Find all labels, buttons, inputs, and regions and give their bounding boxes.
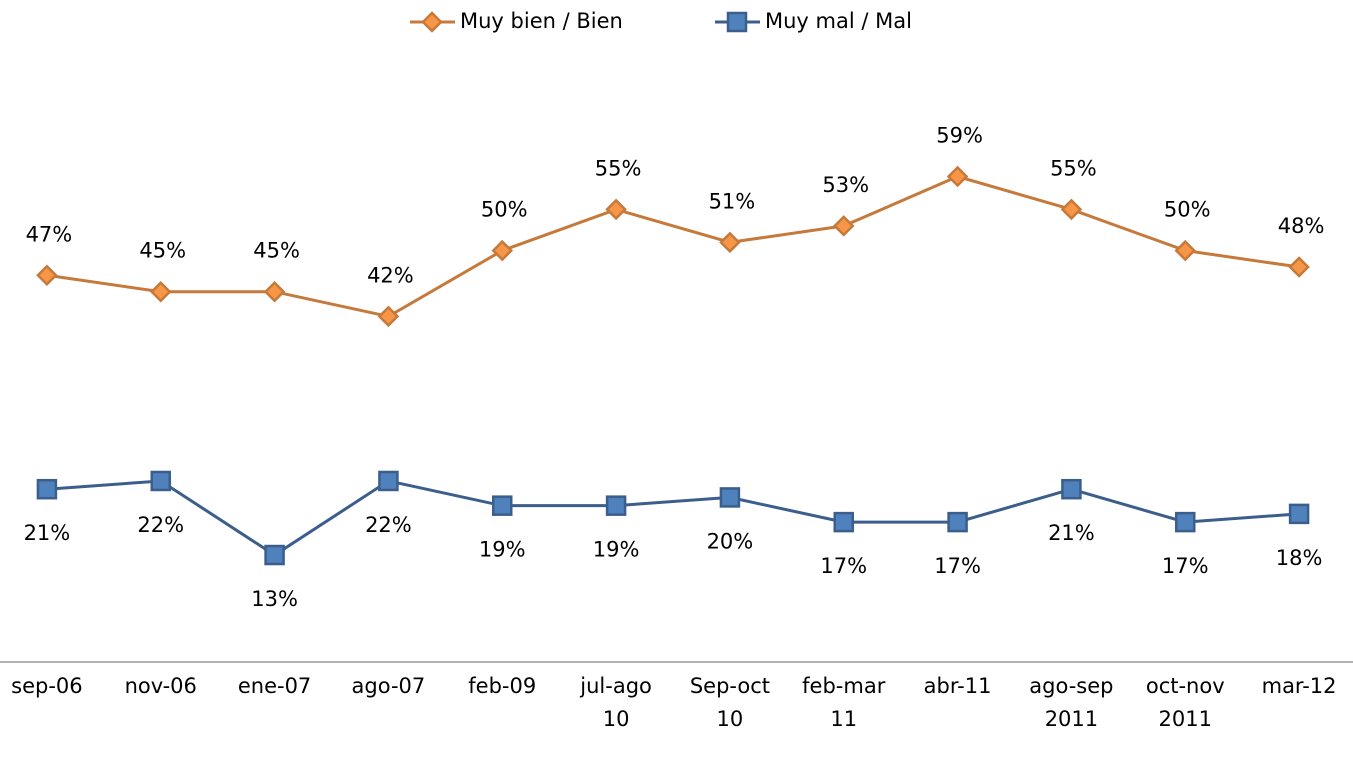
data-point (719, 487, 741, 508)
data-label: 17% (1162, 554, 1209, 578)
data-label: 45% (139, 239, 186, 263)
data-point (377, 305, 400, 328)
data-point (1174, 239, 1197, 262)
data-point (263, 280, 286, 303)
x-tick-label: ene-07 (238, 674, 311, 698)
data-point (605, 495, 627, 516)
x-tick-label: mar-12 (1262, 674, 1337, 698)
data-label: 13% (251, 587, 298, 611)
data-point (605, 198, 627, 221)
data-point (36, 478, 58, 500)
data-point (1288, 256, 1310, 278)
data-point (1288, 503, 1310, 525)
data-point (1175, 511, 1196, 533)
x-tick-label: feb-09 (468, 674, 536, 698)
data-point (264, 544, 285, 566)
data-label: 45% (253, 239, 300, 263)
data-label: 51% (709, 189, 756, 213)
x-tick-label: oct-nov 2011 (1146, 674, 1225, 731)
data-label: 50% (481, 198, 528, 222)
legend-marker (726, 11, 748, 33)
data-point (832, 215, 855, 237)
data-label: 17% (934, 554, 981, 578)
x-tick-label: abr-11 (924, 674, 992, 698)
x-tick-label: feb-mar 11 (802, 674, 886, 731)
data-label: 18% (1276, 546, 1323, 570)
data-label: 17% (820, 554, 867, 578)
data-label: 55% (1050, 156, 1097, 180)
data-label: 42% (367, 263, 414, 287)
x-tick-label: nov-06 (125, 674, 197, 698)
data-label: 48% (1278, 214, 1325, 238)
data-label: 19% (593, 538, 640, 562)
data-label: 59% (936, 124, 983, 148)
data-point (947, 511, 968, 533)
x-tick-label: Sep-oct 10 (690, 674, 770, 731)
data-label: 19% (479, 538, 526, 562)
data-point (150, 470, 171, 492)
data-label: 21% (1048, 521, 1095, 545)
data-point (1061, 478, 1082, 500)
x-tick-label: sep-06 (11, 674, 83, 698)
data-label: 22% (137, 513, 184, 537)
x-tick-label: ago-07 (352, 674, 426, 698)
data-point (149, 280, 172, 303)
x-tick-label: ago-sep 2011 (1029, 674, 1113, 731)
data-point (491, 239, 514, 262)
legend-label: Muy bien / Bien (460, 9, 623, 33)
data-label: 55% (595, 156, 642, 180)
data-label: 21% (24, 521, 71, 545)
data-label: 50% (1164, 198, 1211, 222)
data-label: 53% (822, 173, 869, 197)
data-label: 20% (707, 529, 754, 553)
series-line (46, 174, 1300, 318)
series-line (46, 479, 1300, 557)
data-point (946, 165, 969, 188)
data-point (492, 495, 513, 516)
x-tick-label: jul-ago 10 (579, 674, 652, 731)
data-label: 22% (365, 513, 412, 537)
data-point (378, 470, 399, 492)
legend-label: Muy mal / Mal (765, 9, 912, 33)
legend-marker (421, 11, 443, 33)
data-point (36, 264, 58, 287)
data-point (719, 231, 741, 254)
data-label: 47% (26, 222, 73, 246)
data-point (1060, 198, 1083, 221)
data-point (833, 511, 854, 533)
